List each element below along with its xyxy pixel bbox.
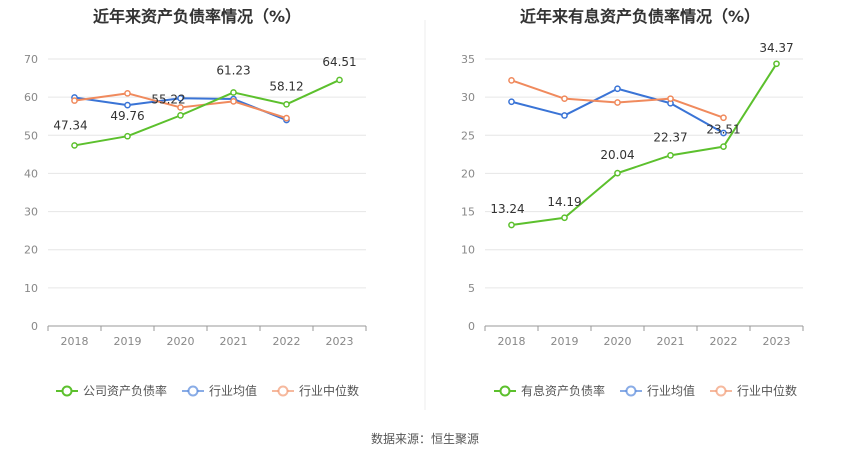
y-tick-label: 50 [24,129,38,142]
legend-item-median: 行业中位数 [272,383,359,398]
data-point-company [71,142,78,149]
data-label: 55.22 [151,92,185,106]
data-label: 23.51 [706,123,740,137]
x-tick-label: 2018 [498,335,526,348]
legend-item-median: 行业中位数 [710,383,797,398]
legend-item-avg: 行业均值 [182,383,257,398]
data-point-avg [614,85,621,93]
chart-panel-1: 近年来资产负债率情况（%） 0 10 20 30 40 50 60 70 2018 2019 2020… [24,7,367,398]
legend-swatch-marker [715,385,727,397]
legend-item-company: 有息资产负债率 [494,383,605,398]
y-tick-label: 0 [468,320,475,333]
legend-item-company: 公司资产负债率 [56,383,167,398]
legend-swatch-marker [625,385,637,397]
series-line-avg [511,87,724,134]
y-tick-label: 40 [24,167,38,180]
data-point-median [177,104,184,111]
data-point-median [561,95,568,103]
data-label: 14.19 [547,195,581,209]
x-tick-label: 2022 [710,335,738,348]
y-tick-label: 35 [461,53,475,66]
x-tick-label: 2023 [763,335,791,348]
data-point-avg [124,101,131,109]
series-line-company [511,63,778,226]
x-tick-label: 2019 [551,335,579,348]
x-tick-label: 2020 [604,335,632,348]
x-tick-label: 2019 [114,335,142,348]
data-point-company [336,76,343,84]
data-point-avg [561,112,568,119]
data-point-median [283,114,290,122]
data-point-avg [720,129,727,137]
data-label: 22.37 [653,130,687,144]
chart-title: 近年来资产负债率情况（%） [93,7,301,26]
x-tick-label: 2021 [657,335,685,348]
legend-label: 有息资产负债率 [521,383,605,398]
legend-label: 行业中位数 [299,383,359,398]
data-point-company [124,132,131,140]
x-tick-label: 2021 [220,335,248,348]
data-label: 64.51 [322,55,356,69]
legend-label: 行业均值 [647,383,695,398]
data-label: 61.23 [216,63,250,77]
y-tick-label: 25 [461,129,475,142]
data-point-company [283,100,290,108]
x-tick-label: 2022 [273,335,301,348]
data-point-avg [177,94,184,102]
data-point-median [614,99,621,106]
y-tick-label: 10 [24,282,38,295]
data-point-company [614,169,621,177]
data-point-median [124,89,131,97]
chart-title: 近年来有息资产负债率情况（%） [520,7,760,26]
y-tick-label: 30 [24,206,38,219]
y-tick-label: 15 [461,206,475,219]
data-label: 20.04 [600,148,634,162]
y-tick-label: 0 [31,320,38,333]
x-tick-label: 2018 [61,335,89,348]
data-label: 47.34 [53,118,87,132]
data-point-median [230,97,237,105]
data-label: 13.24 [490,202,524,216]
legend-swatch-marker [499,385,511,397]
legend-label: 行业均值 [209,383,257,398]
data-point-company [720,143,727,151]
legend-item-avg: 行业均值 [620,383,695,398]
legend-label: 公司资产负债率 [83,383,167,398]
x-tick-label: 2020 [167,335,195,348]
data-label: 58.12 [269,79,303,93]
y-tick-label: 10 [461,244,475,257]
data-label: 49.76 [110,109,144,123]
data-point-median [508,77,515,84]
legend-swatch-marker [187,385,199,397]
data-point-company [508,221,515,229]
y-tick-label: 30 [461,91,475,104]
source-note: 数据来源：恒生聚源 [371,431,479,446]
data-point-median [720,114,727,122]
data-point-company [773,60,780,68]
series-line-company [74,79,340,147]
data-point-company [230,89,237,96]
data-point-avg [508,98,515,106]
y-tick-label: 70 [24,53,38,66]
data-point-company [561,214,568,222]
legend-swatch-marker [277,385,289,397]
y-tick-label: 5 [468,282,475,295]
y-tick-label: 20 [24,244,38,257]
data-point-company [177,112,184,119]
data-point-median [71,97,78,104]
legend-label: 行业中位数 [737,383,797,398]
y-tick-label: 60 [24,91,38,104]
data-point-median [667,95,674,103]
chart-panel-2: 近年来有息资产负债率情况（%） 0 5 10 15 20 25 30 35 2018 2019 202… [461,7,804,398]
data-point-company [667,151,674,159]
data-label: 34.37 [759,41,793,55]
x-tick-label: 2023 [326,335,354,348]
legend-swatch-marker [61,385,73,397]
y-tick-label: 20 [461,167,475,180]
